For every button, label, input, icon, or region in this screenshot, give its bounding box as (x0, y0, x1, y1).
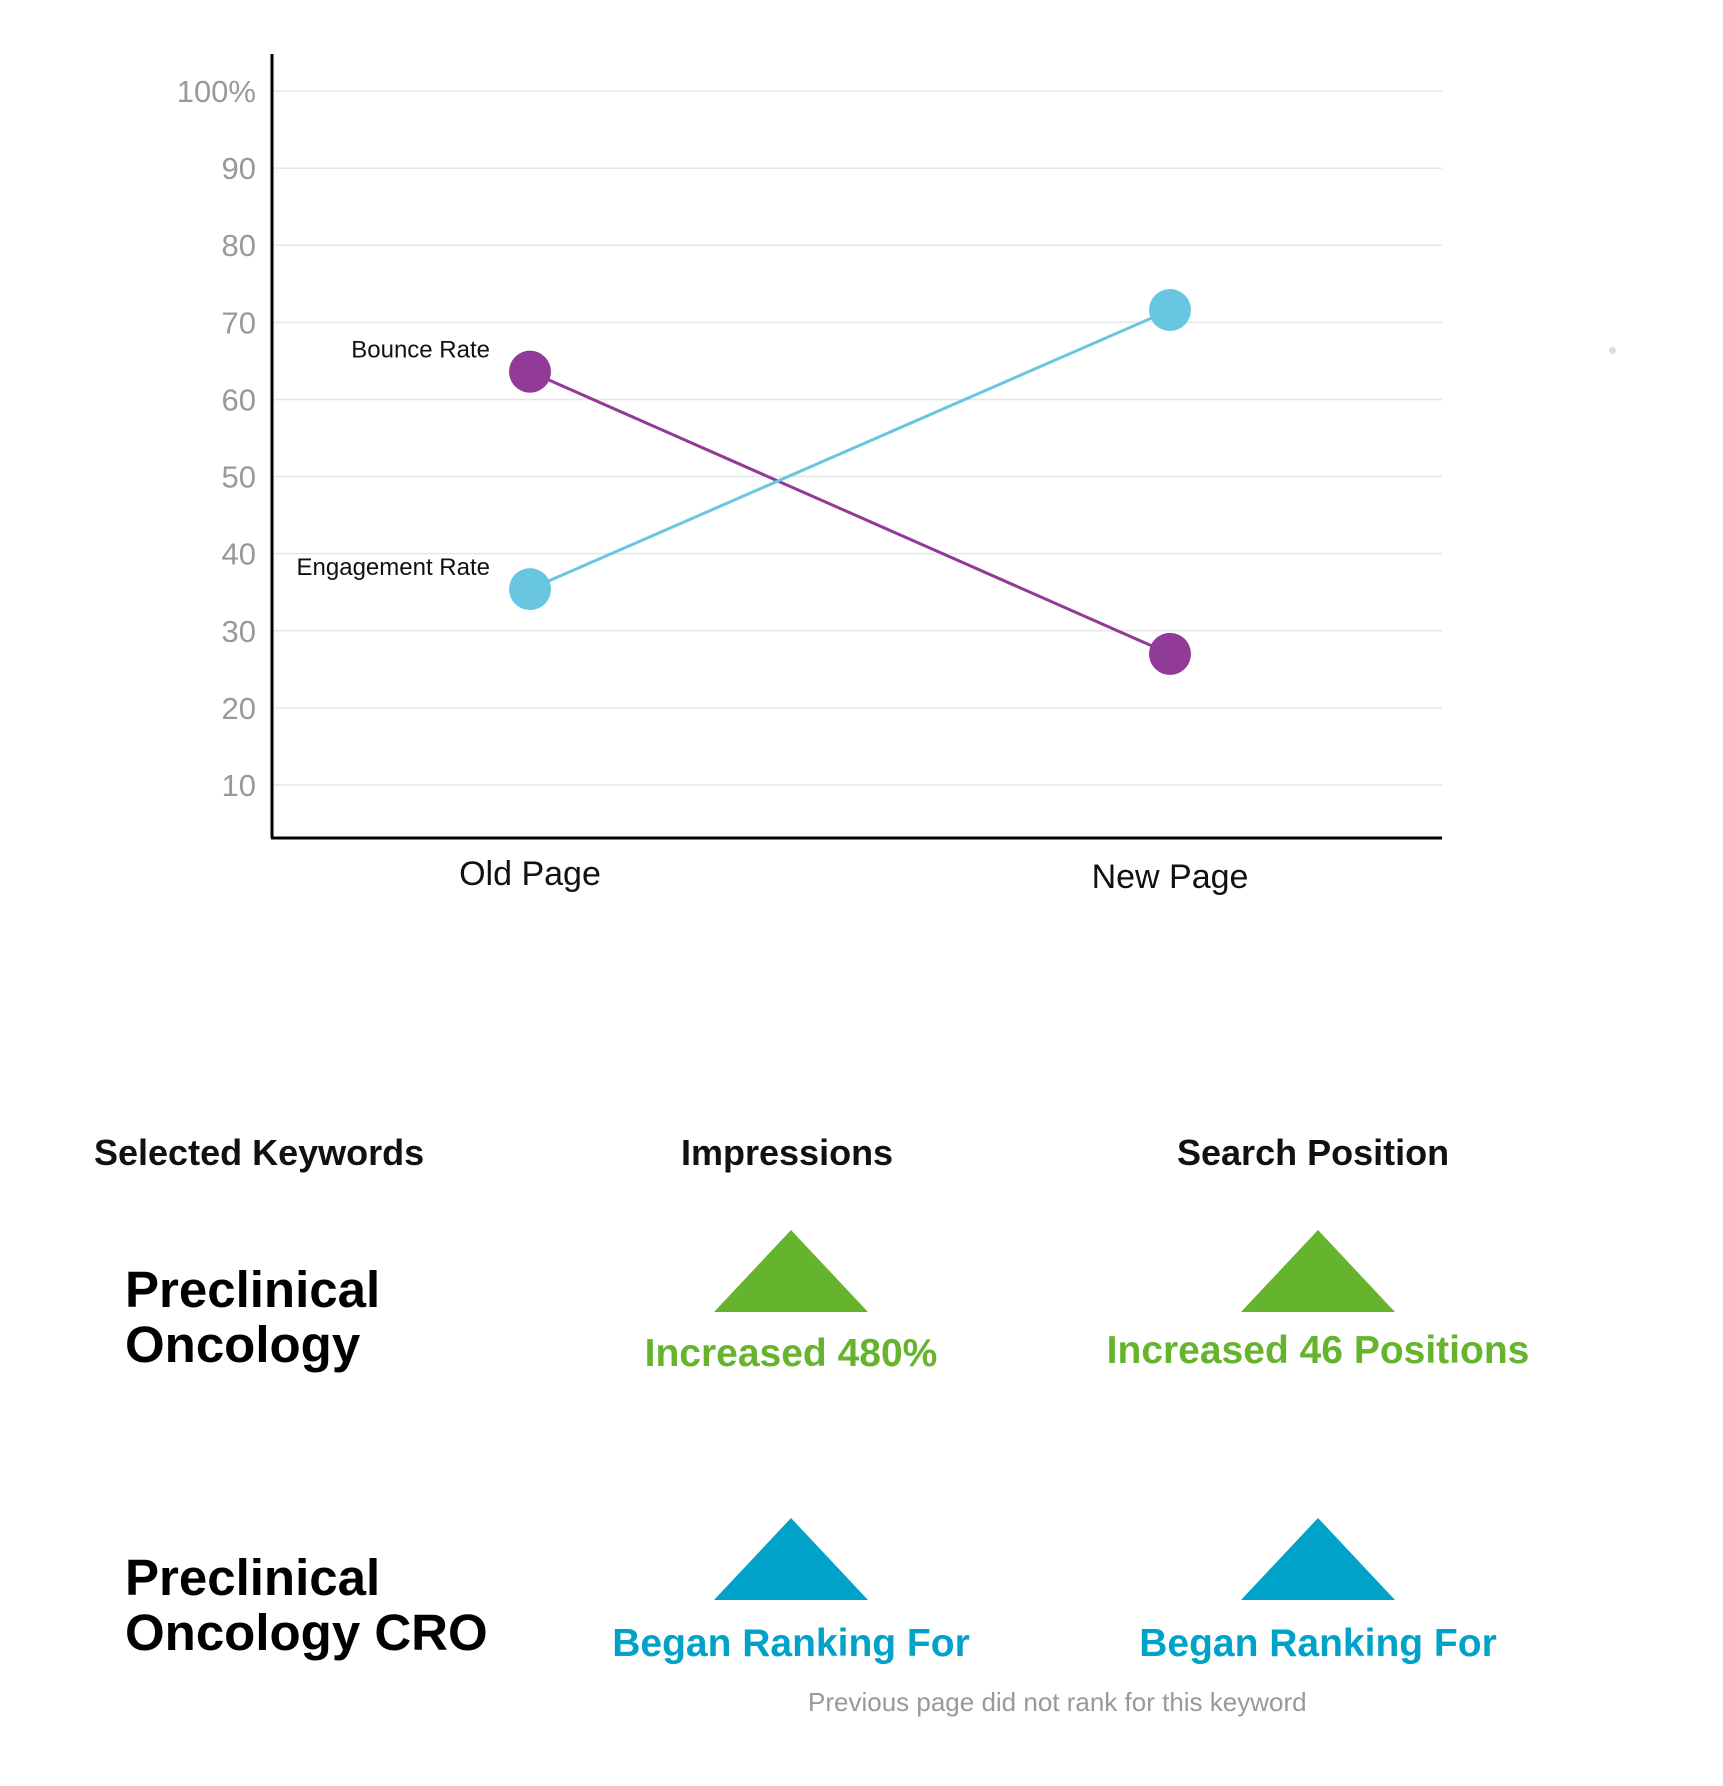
y-tick-label: 60 (222, 382, 256, 417)
x-tick-labels: Old Page New Page (459, 855, 1248, 896)
triangle-up-icon (1241, 1230, 1395, 1312)
y-tick-label: 40 (222, 537, 256, 572)
search-position-value: Began Ranking For (1139, 1622, 1497, 1665)
header-selected-keywords: Selected Keywords (94, 1132, 425, 1173)
header-search-position: Search Position (1177, 1132, 1450, 1173)
decorative-dot (1609, 347, 1616, 354)
series-line (529, 308, 1171, 591)
data-point (1149, 288, 1191, 331)
impressions-value: Increased 480% (644, 1332, 938, 1375)
grid-lines (272, 90, 1442, 786)
footnote: Previous page did not rank for this keyw… (808, 1687, 1307, 1717)
header-impressions: Impressions (681, 1132, 894, 1173)
search-position-value: Increased 46 Positions (1106, 1329, 1530, 1372)
keyword-line: Preclinical (125, 1261, 381, 1318)
y-tick-label: 100% (177, 74, 256, 109)
keyword-line: Preclinical (125, 1549, 381, 1606)
triangle-up-icon (714, 1230, 868, 1312)
data-point (509, 350, 551, 393)
y-tick-label: 80 (222, 228, 256, 263)
keyword-line: Oncology CRO (125, 1604, 488, 1661)
triangle-up-icon (1241, 1518, 1395, 1600)
keyword-preclinical-oncology-cro: Preclinical Oncology CRO (125, 1550, 488, 1660)
y-tick-labels: 10 20 30 40 50 60 70 80 90 100% (177, 74, 256, 803)
triangle-up-icon (714, 1518, 868, 1600)
x-tick-label: New Page (1092, 858, 1249, 896)
series-label: Engagement Rate (297, 554, 490, 581)
keyword-line: Oncology (125, 1316, 361, 1373)
data-point (1149, 632, 1191, 675)
y-tick-label: 90 (222, 151, 256, 186)
keyword-preclinical-oncology: Preclinical Oncology (125, 1262, 380, 1372)
series-group: Bounce Rate Engagement Rate (297, 288, 1191, 675)
y-tick-label: 50 (222, 460, 256, 495)
data-point (509, 568, 551, 611)
y-tick-label: 30 (222, 614, 256, 649)
y-tick-label: 10 (222, 768, 256, 803)
series-label: Bounce Rate (351, 337, 490, 364)
y-tick-label: 20 (222, 691, 256, 726)
x-tick-label: Old Page (459, 855, 601, 893)
series-line (529, 370, 1171, 656)
impressions-value: Began Ranking For (612, 1622, 970, 1665)
y-tick-label: 70 (222, 305, 256, 340)
